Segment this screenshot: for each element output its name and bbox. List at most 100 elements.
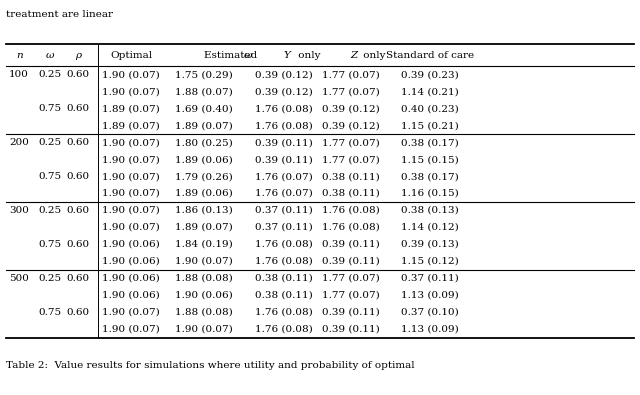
Text: 1.88 (0.08): 1.88 (0.08) (175, 308, 232, 317)
Text: 1.90 (0.07): 1.90 (0.07) (102, 308, 160, 317)
Text: 0.39 (0.12): 0.39 (0.12) (255, 87, 312, 96)
Text: 0.25: 0.25 (38, 70, 61, 79)
Text: 0.39 (0.11): 0.39 (0.11) (322, 308, 380, 317)
Text: 1.77 (0.07): 1.77 (0.07) (322, 291, 380, 300)
Text: 0.39 (0.11): 0.39 (0.11) (255, 138, 312, 147)
Text: 1.76 (0.08): 1.76 (0.08) (255, 121, 312, 130)
Text: 1.89 (0.07): 1.89 (0.07) (102, 121, 160, 130)
Text: 0.39 (0.11): 0.39 (0.11) (322, 257, 380, 266)
Text: 1.88 (0.08): 1.88 (0.08) (175, 274, 232, 283)
Text: 0.37 (0.11): 0.37 (0.11) (255, 206, 312, 215)
Text: 0.38 (0.17): 0.38 (0.17) (401, 172, 459, 181)
Text: 1.76 (0.07): 1.76 (0.07) (255, 172, 312, 181)
Text: 1.90 (0.07): 1.90 (0.07) (102, 172, 160, 181)
Text: 0.38 (0.11): 0.38 (0.11) (322, 189, 380, 198)
Text: 1.90 (0.06): 1.90 (0.06) (102, 240, 160, 249)
Text: 1.90 (0.07): 1.90 (0.07) (102, 189, 160, 198)
Text: 1.76 (0.08): 1.76 (0.08) (255, 257, 312, 266)
Text: 0.60: 0.60 (67, 206, 90, 215)
Text: treatment are linear: treatment are linear (6, 10, 113, 19)
Text: 0.60: 0.60 (67, 70, 90, 79)
Text: 1.77 (0.07): 1.77 (0.07) (322, 70, 380, 79)
Text: 1.80 (0.25): 1.80 (0.25) (175, 138, 232, 147)
Text: 0.39 (0.11): 0.39 (0.11) (255, 155, 312, 164)
Text: 0.60: 0.60 (67, 104, 90, 113)
Text: 1.77 (0.07): 1.77 (0.07) (322, 138, 380, 147)
Text: 1.77 (0.07): 1.77 (0.07) (322, 87, 380, 96)
Text: only: only (295, 51, 321, 60)
Text: only: only (360, 51, 386, 60)
Text: 1.90 (0.07): 1.90 (0.07) (175, 325, 232, 334)
Text: 1.76 (0.08): 1.76 (0.08) (322, 223, 380, 232)
Text: 0.38 (0.13): 0.38 (0.13) (401, 206, 459, 215)
Text: 1.90 (0.07): 1.90 (0.07) (102, 325, 160, 334)
Text: 1.76 (0.08): 1.76 (0.08) (255, 240, 312, 249)
Text: 0.39 (0.12): 0.39 (0.12) (255, 70, 312, 79)
Text: 1.79 (0.26): 1.79 (0.26) (175, 172, 232, 181)
Text: 0.40 (0.23): 0.40 (0.23) (401, 104, 459, 113)
Text: 1.77 (0.07): 1.77 (0.07) (322, 274, 380, 283)
Text: 1.89 (0.07): 1.89 (0.07) (175, 121, 232, 130)
Text: 0.38 (0.11): 0.38 (0.11) (322, 172, 380, 181)
Text: 0.75: 0.75 (38, 240, 61, 249)
Text: 0.60: 0.60 (67, 138, 90, 147)
Text: 1.90 (0.07): 1.90 (0.07) (102, 70, 160, 79)
Text: 0.75: 0.75 (38, 308, 61, 317)
Text: 1.77 (0.07): 1.77 (0.07) (322, 155, 380, 164)
Text: 0.39 (0.13): 0.39 (0.13) (401, 240, 459, 249)
Text: 1.14 (0.21): 1.14 (0.21) (401, 87, 459, 96)
Text: 1.14 (0.12): 1.14 (0.12) (401, 223, 459, 232)
Text: 1.90 (0.07): 1.90 (0.07) (102, 206, 160, 215)
Text: 0.37 (0.11): 0.37 (0.11) (255, 223, 312, 232)
Text: 0.39 (0.11): 0.39 (0.11) (322, 325, 380, 334)
Text: 1.89 (0.07): 1.89 (0.07) (102, 104, 160, 113)
Text: 1.90 (0.06): 1.90 (0.06) (175, 291, 232, 300)
Text: 1.89 (0.07): 1.89 (0.07) (175, 223, 232, 232)
Text: 0.60: 0.60 (67, 172, 90, 181)
Text: 100: 100 (9, 70, 29, 79)
Text: Z: Z (351, 51, 358, 60)
Text: 1.16 (0.15): 1.16 (0.15) (401, 189, 459, 198)
Text: 200: 200 (9, 138, 29, 147)
Text: 1.90 (0.07): 1.90 (0.07) (102, 155, 160, 164)
Text: 1.69 (0.40): 1.69 (0.40) (175, 104, 232, 113)
Text: 0.60: 0.60 (67, 308, 90, 317)
Text: 0.38 (0.17): 0.38 (0.17) (401, 138, 459, 147)
Text: 1.90 (0.07): 1.90 (0.07) (102, 223, 160, 232)
Text: 0.60: 0.60 (67, 274, 90, 283)
Text: 1.90 (0.06): 1.90 (0.06) (102, 257, 160, 266)
Text: 0.38 (0.11): 0.38 (0.11) (255, 291, 312, 300)
Text: 0.39 (0.11): 0.39 (0.11) (322, 240, 380, 249)
Text: 1.76 (0.08): 1.76 (0.08) (322, 206, 380, 215)
Text: 1.88 (0.07): 1.88 (0.07) (175, 87, 232, 96)
Text: 1.13 (0.09): 1.13 (0.09) (401, 325, 459, 334)
Text: 0.25: 0.25 (38, 138, 61, 147)
Text: ω: ω (45, 51, 54, 60)
Text: 0.37 (0.11): 0.37 (0.11) (401, 274, 459, 283)
Text: 1.15 (0.15): 1.15 (0.15) (401, 155, 459, 164)
Text: 0.75: 0.75 (38, 172, 61, 181)
Text: 1.15 (0.21): 1.15 (0.21) (401, 121, 459, 130)
Text: Optimal: Optimal (110, 51, 152, 60)
Text: Estimated: Estimated (204, 51, 260, 60)
Text: 1.86 (0.13): 1.86 (0.13) (175, 206, 232, 215)
Text: 0.39 (0.23): 0.39 (0.23) (401, 70, 459, 79)
Text: Y: Y (284, 51, 291, 60)
Text: 0.39 (0.12): 0.39 (0.12) (322, 104, 380, 113)
Text: Standard of care: Standard of care (386, 51, 474, 60)
Text: 1.89 (0.06): 1.89 (0.06) (175, 189, 232, 198)
Text: 1.90 (0.07): 1.90 (0.07) (102, 138, 160, 147)
Text: 1.76 (0.07): 1.76 (0.07) (255, 189, 312, 198)
Text: 500: 500 (9, 274, 29, 283)
Text: 0.38 (0.11): 0.38 (0.11) (255, 274, 312, 283)
Text: 0.60: 0.60 (67, 240, 90, 249)
Text: 1.75 (0.29): 1.75 (0.29) (175, 70, 232, 79)
Text: 1.90 (0.06): 1.90 (0.06) (102, 291, 160, 300)
Text: 1.13 (0.09): 1.13 (0.09) (401, 291, 459, 300)
Text: 1.84 (0.19): 1.84 (0.19) (175, 240, 232, 249)
Text: Table 2:  Value results for simulations where utility and probability of optimal: Table 2: Value results for simulations w… (6, 361, 415, 371)
Text: n: n (16, 51, 22, 60)
Text: 0.37 (0.10): 0.37 (0.10) (401, 308, 459, 317)
Text: 1.15 (0.12): 1.15 (0.12) (401, 257, 459, 266)
Text: 0.25: 0.25 (38, 206, 61, 215)
